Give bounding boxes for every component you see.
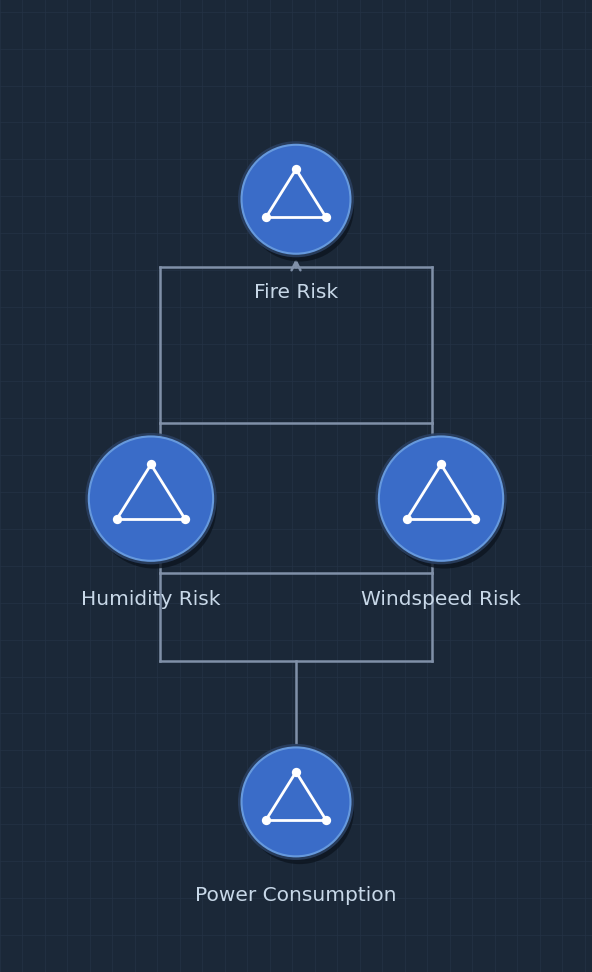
- Ellipse shape: [238, 744, 354, 860]
- Point: [291, 161, 301, 177]
- Point: [181, 511, 190, 527]
- Point: [261, 812, 271, 827]
- Ellipse shape: [242, 747, 350, 856]
- Point: [402, 511, 411, 527]
- Ellipse shape: [379, 436, 503, 561]
- Text: Fire Risk: Fire Risk: [254, 283, 338, 302]
- Point: [321, 209, 331, 225]
- Ellipse shape: [92, 444, 217, 569]
- Ellipse shape: [242, 145, 350, 254]
- Ellipse shape: [89, 436, 213, 561]
- Point: [471, 511, 480, 527]
- Point: [146, 457, 156, 472]
- Text: Windspeed Risk: Windspeed Risk: [361, 590, 521, 608]
- Ellipse shape: [375, 433, 507, 565]
- Point: [112, 511, 121, 527]
- Ellipse shape: [382, 444, 507, 569]
- Point: [261, 209, 271, 225]
- Point: [321, 812, 331, 827]
- Point: [291, 764, 301, 780]
- Ellipse shape: [238, 141, 354, 258]
- Ellipse shape: [245, 153, 354, 261]
- Text: Power Consumption: Power Consumption: [195, 885, 397, 905]
- Ellipse shape: [245, 755, 354, 864]
- Ellipse shape: [85, 433, 217, 565]
- Text: Humidity Risk: Humidity Risk: [81, 590, 221, 608]
- Point: [436, 457, 446, 472]
